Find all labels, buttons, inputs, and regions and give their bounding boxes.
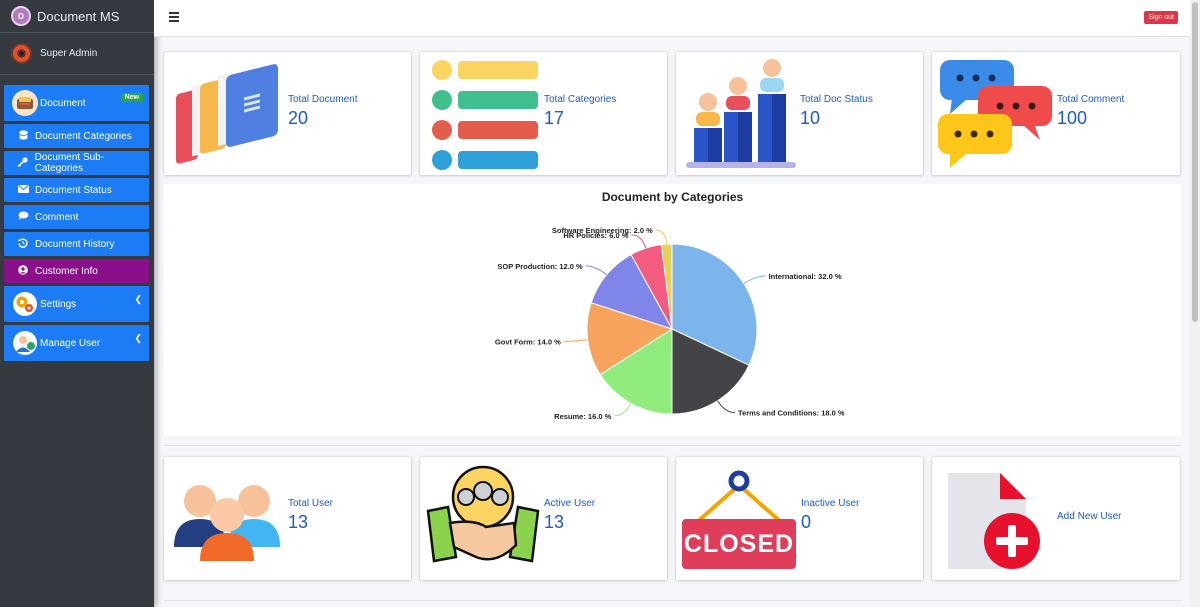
sidebar-item-settings[interactable]: Settings ❮ <box>4 286 149 322</box>
stat-label: Total Document <box>288 94 358 105</box>
stat-card-active-user[interactable]: Active User 13 <box>420 457 667 580</box>
user-avatar-icon: ◉ <box>11 43 32 64</box>
stat-value: 13 <box>544 512 565 532</box>
sidebar-item-label: Document Status <box>35 184 112 196</box>
document-icon <box>12 90 38 116</box>
sidebar-item-label: Manage User <box>40 337 101 349</box>
sidebar-item-customer-info[interactable]: Customer Info <box>4 259 149 283</box>
stat-value: 100 <box>1057 108 1088 128</box>
pie-connector <box>743 275 766 284</box>
scrollbar[interactable] <box>1190 0 1200 607</box>
menu-toggle-icon[interactable] <box>169 12 179 24</box>
chevron-left-icon: ❮ <box>134 294 142 304</box>
user-name: Super Admin <box>40 48 98 59</box>
pie-slice-terms-and-conditions[interactable] <box>671 328 750 415</box>
pie-connector <box>655 229 668 245</box>
add-new-user-link[interactable]: Add New User <box>1057 511 1122 522</box>
pie-slice-sop-production[interactable] <box>590 253 674 330</box>
gears-icon <box>12 291 38 317</box>
sidebar-item-label: Document <box>40 97 86 109</box>
user-circle-icon <box>16 264 30 278</box>
sidebar-item-document[interactable]: Document New <box>4 85 149 121</box>
pie-chart: International: 32.0 % Terms and Condition… <box>495 226 845 421</box>
database-icon <box>16 129 30 143</box>
history-icon <box>16 237 30 251</box>
sidebar-item-document-sub-categories[interactable]: Document Sub-Categories <box>4 151 149 175</box>
chevron-left-icon: ❮ <box>134 333 142 343</box>
closed-sign: CLOSED <box>682 461 796 571</box>
pie-slice-resume[interactable] <box>599 328 673 415</box>
stat-label: Active User <box>544 498 596 509</box>
user-panel[interactable]: ◉ Super Admin <box>0 33 154 75</box>
sidebar-item-comment[interactable]: Comment <box>4 205 149 229</box>
topbar: Sign out <box>154 0 1190 37</box>
chat-bubbles-icon <box>938 60 1052 168</box>
scrollbar-thumb[interactable] <box>1192 2 1198 322</box>
stat-card-total-categories[interactable]: Total Categories 17 <box>420 52 667 175</box>
stat-label: Total User <box>288 498 334 509</box>
pie-connector <box>563 339 588 342</box>
chart-panel: Document by Categories International: 32… <box>164 184 1181 436</box>
pie-connector <box>631 234 647 249</box>
stat-card-inactive-user[interactable]: CLOSED Inactive User 0 <box>676 457 923 580</box>
sidebar-item-document-history[interactable]: Document History <box>4 232 149 256</box>
brand-title: Document MS <box>37 8 120 24</box>
pie-data-label: SOP Production: 12.0 % <box>497 262 583 271</box>
add-file-icon <box>948 473 1040 569</box>
pie-slice-international[interactable] <box>671 243 758 366</box>
add-new-user-card[interactable]: Add New User <box>932 457 1180 580</box>
stat-card-total-document[interactable]: Total Document 20 <box>164 52 411 175</box>
pie-data-label: Resume: 16.0 % <box>554 412 611 421</box>
stat-label: Total Comment <box>1057 94 1125 105</box>
stat-label: Inactive User <box>801 498 860 509</box>
stat-label: Total Doc Status <box>800 94 873 105</box>
sidebar-item-label: Comment <box>35 211 79 223</box>
key-icon <box>16 156 30 170</box>
sidebar-nav: Document New Document Categories Documen… <box>4 85 149 364</box>
brand[interactable]: D Document MS <box>0 0 154 33</box>
sidebar-item-label: Document History <box>35 238 115 250</box>
bar-people-icon <box>686 59 796 168</box>
pie-connector <box>717 400 736 414</box>
handshake-icon <box>426 465 540 563</box>
closed-sign-icon <box>682 470 796 569</box>
sidebar: D Document MS ◉ Super Admin Document New… <box>0 0 154 607</box>
sidebar-item-document-status[interactable]: Document Status <box>4 178 149 202</box>
books-icon <box>176 64 278 164</box>
sidebar-item-label: Customer Info <box>35 265 98 277</box>
stat-card-total-comment[interactable]: Total Comment 100 <box>932 52 1180 175</box>
pie-connector <box>614 403 632 417</box>
pie-data-label: HR Policies: 6.0 % <box>563 231 628 240</box>
stat-value: 17 <box>544 108 565 128</box>
stat-label: Total Categories <box>544 94 617 105</box>
section-divider <box>164 600 1181 601</box>
pie-connector <box>585 265 607 276</box>
manage-user-icon <box>12 330 38 356</box>
categories-list-icon <box>432 60 538 170</box>
pie-data-label: Software Engineering: 2.0 % <box>552 226 653 235</box>
sidebar-item-label: Settings <box>40 298 77 310</box>
sidebar-item-manage-user[interactable]: Manage User ❮ <box>4 325 149 361</box>
closed-sign-text: CLOSED <box>683 530 795 558</box>
new-badge: New <box>120 93 143 102</box>
stat-value: 10 <box>800 108 821 128</box>
stat-value: 20 <box>288 108 309 128</box>
users-group-icon <box>174 485 280 561</box>
comment-icon <box>16 211 30 223</box>
stat-card-total-doc-status[interactable]: Total Doc Status 10 <box>676 52 923 175</box>
stat-value: 13 <box>288 512 309 532</box>
envelope-icon <box>16 184 30 196</box>
chart-title: Document by Categories <box>601 190 744 204</box>
sidebar-item-label: Document Categories <box>35 130 132 142</box>
stat-value: 0 <box>801 512 812 532</box>
pie-data-label: Terms and Conditions: 18.0 % <box>738 409 845 418</box>
pie-data-label: Govt Form: 14.0 % <box>495 337 561 346</box>
stat-card-total-user[interactable]: Total User 13 <box>164 457 411 580</box>
sidebar-item-label: Document Sub-Categories <box>34 152 105 174</box>
sidebar-item-document-categories[interactable]: Document Categories <box>4 124 149 148</box>
section-divider <box>164 445 1181 446</box>
pie-data-label: International: 32.0 % <box>769 272 842 281</box>
brand-logo-icon: D <box>11 6 31 26</box>
sign-out-button[interactable]: Sign out <box>1144 11 1178 24</box>
